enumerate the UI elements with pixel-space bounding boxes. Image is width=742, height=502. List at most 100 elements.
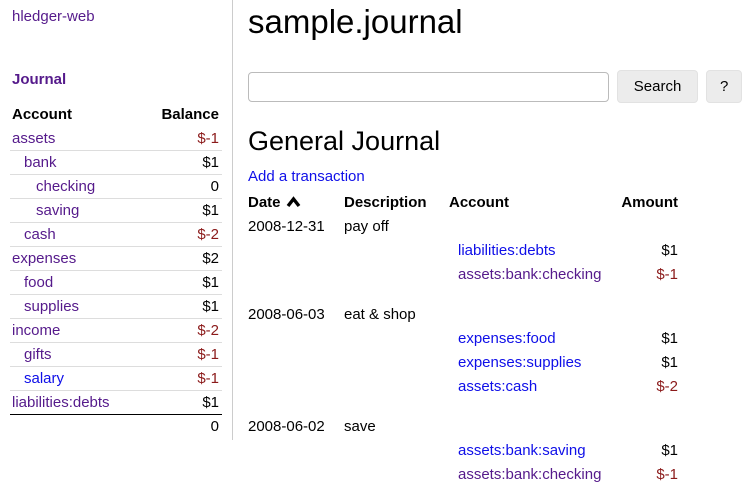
sidebar-account-link-expenses[interactable]: expenses <box>12 250 77 267</box>
posting-row: expenses:food $1 <box>248 326 678 350</box>
posting-amount: $1 <box>661 441 678 459</box>
chevron-up-icon <box>286 195 300 207</box>
account-row: liabilities:debts $1 <box>10 390 222 414</box>
account-row: gifts $-1 <box>10 342 222 366</box>
account-row: supplies $1 <box>10 294 222 318</box>
posting-amount: $1 <box>661 329 678 347</box>
sidebar-account-link-gifts[interactable]: gifts <box>24 346 52 363</box>
account-balance: $-1 <box>197 129 219 147</box>
posting-row: assets:bank:checking $-1 <box>248 262 678 286</box>
account-balance: $1 <box>202 274 219 291</box>
add-transaction-link[interactable]: Add a transaction <box>248 168 365 185</box>
journal-heading: General Journal <box>248 126 441 156</box>
transaction-row: 2008-06-03 eat & shop <box>248 302 678 326</box>
account-row: income $-2 <box>10 318 222 342</box>
column-header-account: Account <box>449 193 509 211</box>
transaction-gap <box>248 398 678 414</box>
account-balance: $1 <box>202 394 219 411</box>
account-balance: 0 <box>210 178 219 195</box>
column-header-date[interactable]: Date <box>248 194 344 211</box>
account-row: assets $-1 <box>10 126 222 150</box>
account-balance: $1 <box>202 298 219 315</box>
transaction-row: 2008-12-31 pay off <box>248 214 678 238</box>
sidebar-account-link-supplies[interactable]: supplies <box>24 298 80 315</box>
account-row: expenses $2 <box>10 246 222 270</box>
transaction-description: save <box>344 417 376 435</box>
transaction-date: 2008-06-02 <box>248 417 325 435</box>
posting-account-link-liabilities-debts[interactable]: liabilities:debts <box>458 241 556 259</box>
search-form: Search ? <box>248 70 742 103</box>
accounts-total-row: 0 <box>10 414 222 438</box>
posting-account-cell: assets:bank:saving <box>458 442 608 459</box>
posting-account-link-assets-cash[interactable]: assets:cash <box>458 377 538 395</box>
accounts-table-body: assets $-1 bank $1 checking 0 saving $1 cash $-2 e… <box>10 126 222 414</box>
posting-amount: $1 <box>661 241 678 259</box>
accounts-table: Account Balance assets $-1 bank $1 checking 0… <box>10 102 222 438</box>
sidebar: hledger-web Journal Account Balance asse… <box>0 0 233 440</box>
posting-account-link-assets-bank-checking[interactable]: assets:bank:checking <box>458 465 602 483</box>
accounts-table-header: Account Balance <box>10 102 222 126</box>
account-balance: $1 <box>202 202 219 219</box>
sidebar-account-link-bank[interactable]: bank <box>24 154 57 171</box>
sidebar-account-link-food[interactable]: food <box>24 274 54 291</box>
search-input[interactable] <box>248 71 609 102</box>
posting-row: assets:bank:saving $1 <box>248 438 678 462</box>
posting-account-cell: assets:bank:checking <box>458 466 608 483</box>
posting-account-link-assets-bank-checking[interactable]: assets:bank:checking <box>458 265 602 283</box>
account-row: food $1 <box>10 270 222 294</box>
posting-account-link-expenses-food[interactable]: expenses:food <box>458 329 556 347</box>
account-row: checking 0 <box>10 174 222 198</box>
sidebar-account-link-saving[interactable]: saving <box>36 202 80 219</box>
posting-account-cell: assets:cash <box>458 378 608 395</box>
sidebar-account-link-liabilities-debts[interactable]: liabilities:debts <box>12 394 110 411</box>
posting-account-cell: liabilities:debts <box>458 242 608 259</box>
posting-amount: $1 <box>661 353 678 371</box>
posting-row: assets:cash $-2 <box>248 374 678 398</box>
transaction-description: pay off <box>344 217 389 235</box>
posting-amount: $-2 <box>656 377 678 395</box>
accounts-header-account: Account <box>12 105 72 123</box>
journal-table: Date Description Account Amount 2008-12-… <box>248 190 678 502</box>
transaction-gap <box>248 286 678 302</box>
account-row: cash $-2 <box>10 222 222 246</box>
sidebar-account-link-checking[interactable]: checking <box>36 178 96 195</box>
search-button[interactable]: Search <box>616 70 699 103</box>
account-row: saving $1 <box>10 198 222 222</box>
sidebar-account-link-salary[interactable]: salary <box>24 370 65 387</box>
transaction-date: 2008-12-31 <box>248 217 325 235</box>
accounts-header-balance: Balance <box>161 105 219 123</box>
posting-amount: $-1 <box>656 465 678 483</box>
sidebar-account-link-assets[interactable]: assets <box>12 129 56 147</box>
main-content: sample.journal Search ? General Journal … <box>248 0 742 502</box>
journal-table-body: 2008-12-31 pay off liabilities:debts $1 asse… <box>248 214 678 502</box>
posting-account-link-assets-bank-saving[interactable]: assets:bank:saving <box>458 441 586 459</box>
account-balance: $-2 <box>197 322 219 339</box>
app-title-link[interactable]: hledger-web <box>12 8 95 25</box>
posting-account-cell: expenses:food <box>458 330 608 347</box>
posting-account-link-expenses-supplies[interactable]: expenses:supplies <box>458 353 582 371</box>
help-button[interactable]: ? <box>706 70 742 103</box>
transaction-date: 2008-06-03 <box>248 305 325 323</box>
sidebar-account-link-cash[interactable]: cash <box>24 226 56 243</box>
transaction-row: 2008-06-02 save <box>248 414 678 438</box>
account-balance: $-1 <box>197 370 219 387</box>
sidebar-item-journal[interactable]: Journal <box>12 71 67 88</box>
account-row: salary $-1 <box>10 366 222 390</box>
accounts-total-value: 0 <box>210 418 219 435</box>
journal-table-header: Date Description Account Amount <box>248 190 678 214</box>
column-header-amount: Amount <box>621 193 678 211</box>
column-header-description: Description <box>344 193 427 211</box>
account-row: bank $1 <box>10 150 222 174</box>
account-balance: $-1 <box>197 346 219 363</box>
transaction-description: eat & shop <box>344 305 416 323</box>
account-balance: $-2 <box>197 226 219 243</box>
posting-row: assets:bank:checking $-1 <box>248 462 678 486</box>
account-balance: $1 <box>202 154 219 171</box>
page-title: sample.journal <box>248 3 463 40</box>
posting-account-cell: assets:bank:checking <box>458 266 608 283</box>
posting-row: expenses:supplies $1 <box>248 350 678 374</box>
posting-account-cell: expenses:supplies <box>458 354 608 371</box>
transaction-gap <box>248 486 678 502</box>
posting-amount: $-1 <box>656 265 678 283</box>
sidebar-account-link-income[interactable]: income <box>12 322 61 339</box>
